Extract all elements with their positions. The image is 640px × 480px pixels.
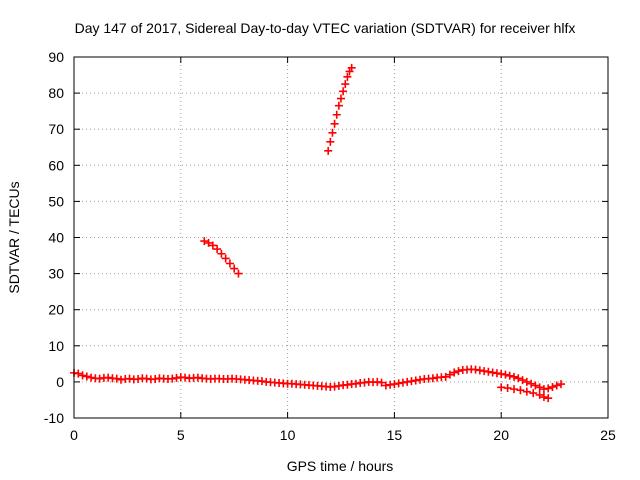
data-point [445,370,454,379]
data-point [112,374,121,383]
data-series [200,237,243,278]
data-point [328,128,337,137]
data-point [74,369,83,378]
data-point [529,389,538,398]
data-point [503,384,512,393]
y-tick-label: 10 [48,338,64,354]
data-point [221,254,230,263]
y-tick-label: 20 [48,302,64,318]
data-point [527,379,536,388]
data-point [326,137,335,146]
y-tick-label: -10 [44,410,64,426]
data-point [82,372,91,381]
data-point [516,386,525,395]
x-tick-label: 15 [387,427,403,443]
x-tick-label: 25 [600,427,616,443]
data-point [343,72,352,81]
data-point [204,238,213,247]
chart-title: Day 147 of 2017, Sidereal Day-to-day VTE… [75,20,576,36]
data-point [377,378,386,387]
data-point [535,383,544,392]
data-point [514,374,523,383]
data-point [557,380,566,389]
data-point [544,384,553,393]
data-point [330,119,339,128]
data-series [324,63,356,155]
data-series [497,383,553,403]
y-tick-label: 70 [48,121,64,137]
data-points [70,63,566,403]
y-tick-label: 30 [48,266,64,282]
data-point [544,394,553,403]
data-point [518,376,527,385]
data-point [522,377,531,386]
data-point [347,63,356,72]
data-point [539,393,548,402]
data-point [535,390,544,399]
axis-ticks: 0 5 10 15 20 25 -10 0 10 20 30 40 50 60 70 80 90 [44,49,616,443]
data-point [454,367,463,376]
data-point [200,237,209,246]
y-tick-label: 40 [48,230,64,246]
y-tick-label: 50 [48,193,64,209]
data-point [324,146,333,155]
grid [74,57,608,418]
data-point [505,371,514,380]
data-series [381,365,566,394]
data-point [501,370,510,379]
data-point [510,372,519,381]
y-axis-label: SDTVAR / TECUs [6,181,22,293]
data-point [334,101,343,110]
data-point [208,241,217,250]
x-tick-label: 20 [493,427,509,443]
data-point [213,245,222,254]
data-point [230,264,239,273]
data-point [217,249,226,258]
data-point [339,87,348,96]
data-point [510,385,519,394]
y-tick-label: 80 [48,85,64,101]
y-tick-label: 90 [48,49,64,65]
y-tick-label: 0 [56,374,64,390]
data-point [337,94,345,103]
data-point [450,368,459,377]
data-point [78,371,87,380]
x-tick-label: 0 [70,427,78,443]
data-point [234,269,243,278]
data-point [522,387,531,396]
x-tick-label: 10 [280,427,296,443]
data-series [70,368,386,391]
data-point [441,372,450,381]
y-tick-label: 60 [48,157,64,173]
x-axis-label: GPS time / hours [287,458,394,474]
data-point [552,381,561,390]
data-point [548,382,557,391]
data-point [531,381,540,390]
x-tick-label: 5 [177,427,185,443]
data-point [225,259,234,268]
data-point [332,110,341,119]
data-point [341,80,350,89]
